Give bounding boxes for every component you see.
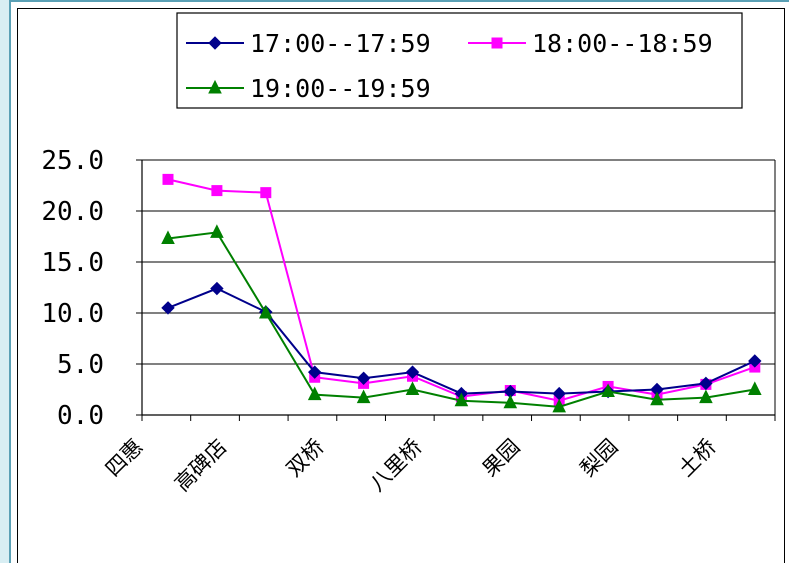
data-point — [208, 79, 222, 94]
data-point — [356, 389, 371, 404]
data-point — [210, 281, 224, 296]
data-point — [161, 301, 175, 315]
series-path — [167, 178, 756, 402]
legend-entry: 19:00--19:59 — [186, 74, 431, 103]
data-point — [748, 354, 762, 368]
gridlines — [142, 159, 775, 416]
x-category-label: 果园 — [478, 435, 525, 482]
legend-label: 19:00--19:59 — [250, 74, 431, 103]
data-point — [405, 381, 420, 395]
data-point — [260, 187, 272, 199]
series-line — [161, 281, 762, 401]
data-point — [552, 398, 567, 413]
legend-label: 18:00--18:59 — [532, 29, 713, 58]
data-point — [503, 394, 518, 409]
data-point — [699, 376, 713, 391]
y-tick-label: 20.0 — [41, 197, 104, 227]
data-point — [699, 389, 713, 404]
legend-label: 17:00--17:59 — [250, 29, 431, 58]
legend-entry: 17:00--17:59 — [186, 29, 431, 58]
y-tick-label: 5.0 — [57, 350, 104, 380]
y-tick-label: 0.0 — [57, 401, 104, 431]
plot-border — [141, 160, 776, 416]
x-category-label: 四惠 — [101, 435, 148, 482]
series-line — [161, 224, 762, 413]
x-category-label: 双桥 — [282, 435, 329, 482]
series-path — [167, 287, 756, 395]
chart-area-border — [17, 8, 785, 563]
data-point — [307, 365, 322, 379]
legend: 17:00--17:59 18:00--18:59 19:00--19:59 — [176, 12, 743, 109]
data-point — [405, 365, 420, 379]
data-point — [161, 230, 175, 245]
series-group — [161, 173, 762, 413]
data-point — [356, 371, 371, 385]
y-tick-label: 15.0 — [41, 248, 104, 278]
left-edge-strip — [0, 0, 9, 563]
data-point — [307, 386, 322, 401]
data-point — [491, 37, 503, 49]
x-axis-ticks: 四惠 高碑店 双桥 八里桥 果园 梨园 土桥 — [101, 415, 776, 497]
data-point — [747, 381, 762, 395]
legend-box — [176, 12, 743, 109]
data-point — [454, 392, 469, 407]
y-tick-label: 10.0 — [41, 299, 104, 329]
data-point — [211, 185, 223, 197]
data-point — [258, 304, 273, 319]
data-point — [650, 391, 664, 406]
x-category-label: 八里桥 — [365, 435, 427, 497]
x-category-label: 高碑店 — [170, 435, 232, 497]
series-path — [167, 231, 755, 408]
data-point — [208, 36, 222, 50]
y-axis-ticks: 0.0 5.0 10.0 15.0 20.0 25.0 — [41, 146, 142, 431]
legend-entry: 18:00--18:59 — [468, 29, 713, 58]
data-point — [601, 383, 615, 398]
y-tick-label: 25.0 — [41, 146, 104, 176]
x-category-label: 梨园 — [576, 435, 623, 482]
data-point — [210, 224, 224, 238]
x-category-label: 土桥 — [674, 435, 721, 482]
data-point — [162, 173, 174, 185]
